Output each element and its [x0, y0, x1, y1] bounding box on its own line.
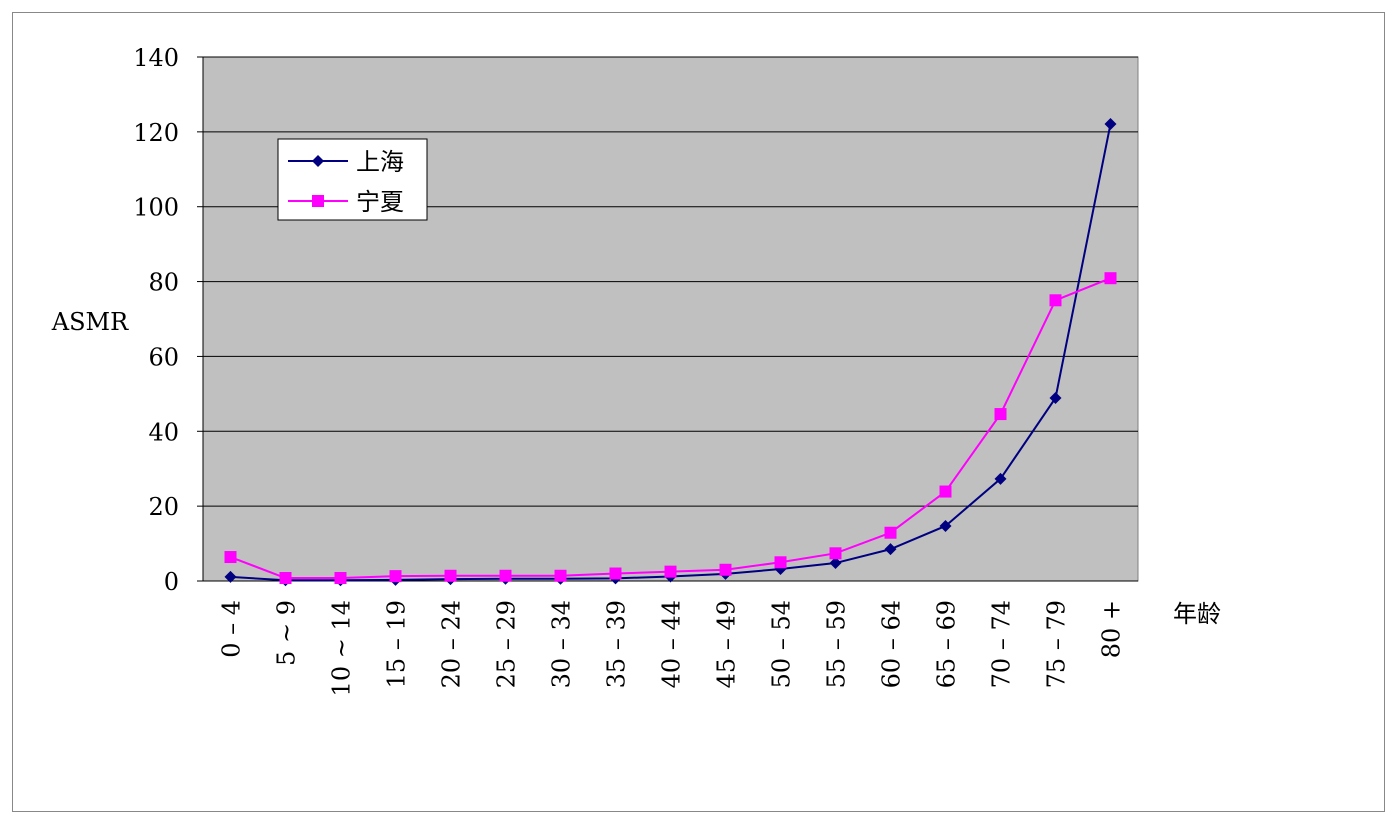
point-marker: [994, 408, 1007, 421]
y-tick-label: 60: [148, 343, 179, 371]
legend-label: 上海: [356, 148, 404, 176]
point-marker: [829, 557, 842, 570]
point-marker: [884, 526, 897, 539]
y-tick-label: 100: [133, 194, 179, 222]
y-tick-label: 40: [148, 418, 179, 446]
point-marker: [994, 472, 1007, 485]
point-marker: [939, 485, 952, 498]
plot-area: [202, 56, 1139, 582]
point-marker: [884, 543, 897, 556]
point-marker: [1049, 391, 1062, 404]
point-marker: [389, 570, 402, 583]
x-tick-label: 0 – 4: [218, 600, 246, 658]
x-tick-label: 55 – 59: [823, 600, 851, 688]
x-tick-label: 10 ~ 14: [328, 600, 356, 696]
x-tick-label: 35 – 39: [603, 600, 631, 688]
point-marker: [1104, 272, 1117, 285]
point-marker: [939, 519, 952, 532]
legend-marker: [312, 155, 324, 167]
x-tick-label: 5 ~ 9: [273, 600, 301, 666]
x-tick-label: 45 – 49: [713, 600, 741, 688]
point-marker: [224, 551, 237, 564]
x-tick-label: 15 – 19: [383, 600, 411, 688]
x-tick-label: 70 – 74: [988, 600, 1016, 688]
point-marker: [279, 572, 292, 585]
x-tick-label: 65 – 69: [933, 600, 961, 688]
y-tick-label: 0: [164, 568, 179, 596]
x-tick-label: 60 – 64: [878, 600, 906, 688]
point-marker: [444, 569, 457, 582]
point-marker: [664, 565, 677, 578]
x-tick-label: 40 – 44: [658, 600, 686, 688]
x-tick-label: 20 – 24: [438, 600, 466, 688]
point-marker: [1104, 117, 1117, 130]
legend-marker: [312, 195, 324, 207]
point-marker: [224, 570, 237, 583]
x-axis-title: 年龄: [1173, 600, 1221, 628]
point-marker: [1049, 294, 1062, 307]
legend-label: 宁夏: [356, 188, 404, 216]
y-tick-label: 120: [133, 119, 179, 147]
y-tick-label: 80: [148, 269, 179, 297]
x-tick-label: 50 – 54: [768, 600, 796, 688]
x-tick-label: 80 +: [1098, 600, 1126, 658]
x-tick-label: 30 – 34: [548, 600, 576, 688]
point-marker: [829, 547, 842, 560]
legend-box: [277, 138, 428, 221]
point-marker: [774, 556, 787, 569]
point-marker: [719, 563, 732, 576]
y-tick-label: 20: [148, 493, 179, 521]
point-marker: [609, 567, 622, 580]
point-marker: [334, 572, 347, 585]
x-tick-label: 75 – 79: [1043, 600, 1071, 688]
x-tick-label: 25 – 29: [493, 600, 521, 688]
point-marker: [499, 569, 512, 582]
y-tick-label: 140: [133, 44, 179, 72]
y-axis-title: ASMR: [51, 308, 129, 336]
point-marker: [554, 569, 567, 582]
